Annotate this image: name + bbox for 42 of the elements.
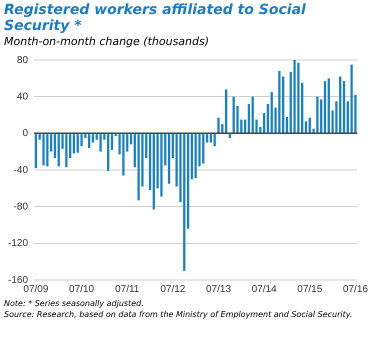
bar xyxy=(214,134,216,146)
bar xyxy=(328,78,330,133)
bar xyxy=(210,134,212,142)
bar xyxy=(297,62,300,133)
bar xyxy=(137,134,140,200)
bar xyxy=(58,134,60,166)
bar xyxy=(107,134,110,171)
bar xyxy=(76,134,79,153)
bar xyxy=(228,134,232,138)
bar xyxy=(252,96,254,133)
y-tick-label: -120 xyxy=(8,238,28,250)
bar xyxy=(65,134,68,168)
bar xyxy=(202,134,204,164)
text: Note: * Series seasonally adjusted. xyxy=(4,298,145,309)
bar xyxy=(350,64,353,133)
y-tick-label: -80 xyxy=(14,201,28,212)
bar xyxy=(194,134,197,178)
bar xyxy=(183,134,186,271)
bar xyxy=(308,118,311,133)
y-tick-label: -160 xyxy=(8,274,28,286)
bar xyxy=(88,134,90,148)
bar xyxy=(232,96,235,133)
x-tick-label: 07/10 xyxy=(69,284,95,295)
x-tick-label: 07/11 xyxy=(115,284,140,295)
x-tick-label: 07/12 xyxy=(160,284,186,295)
bar xyxy=(46,134,48,166)
chart-title: Registered workers affiliated to Social Security * xyxy=(3,1,307,34)
x-tick-label: 07/15 xyxy=(297,284,323,295)
bar xyxy=(278,71,280,133)
bar xyxy=(270,92,273,133)
bar xyxy=(152,134,155,210)
chart-subtitle: Month-on-month change (thousands) xyxy=(3,34,210,48)
y-tick-label: 40 xyxy=(16,91,28,102)
y-tick-label: -40 xyxy=(14,164,28,176)
source-note: Source: Research, based on data from the Ministry of Employment and Social Security. xyxy=(4,309,354,320)
y-tick-label: 0 xyxy=(22,128,28,140)
y-tick-label: 80 xyxy=(16,54,28,66)
x-tick-label: 07/14 xyxy=(252,284,278,295)
x-tick-label: 07/09 xyxy=(23,284,49,295)
x-tick-label: 07/16 xyxy=(342,284,368,295)
bar xyxy=(339,76,342,133)
x-tick-label: 07/13 xyxy=(206,284,232,295)
